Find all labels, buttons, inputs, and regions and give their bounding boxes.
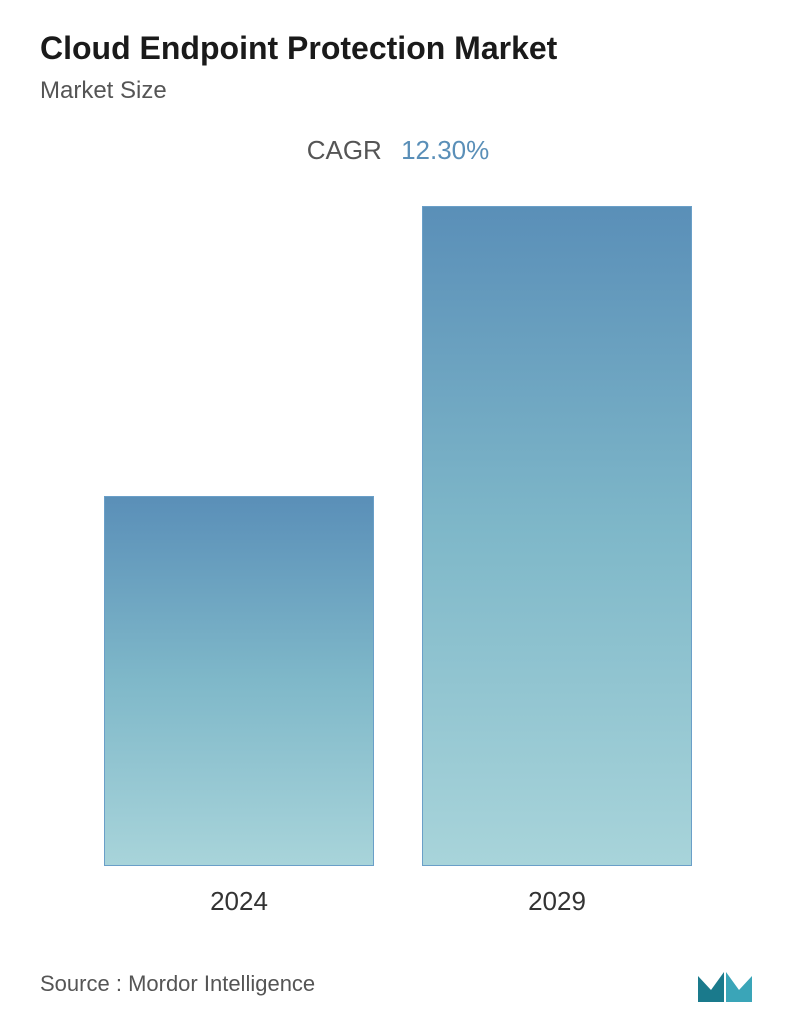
bar-2024: [104, 496, 374, 866]
page-subtitle: Market Size: [40, 77, 756, 105]
cagr-label: CAGR: [307, 135, 382, 165]
bar-group-2029: [422, 206, 692, 866]
page-title: Cloud Endpoint Protection Market: [40, 30, 756, 67]
bar-group-2024: [104, 496, 374, 866]
footer: Source : Mordor Intelligence: [40, 964, 756, 1004]
source-value: Mordor Intelligence: [128, 971, 315, 996]
bar-chart: [40, 206, 756, 866]
x-label-2029: 2029: [422, 886, 692, 917]
x-axis: 2024 2029: [40, 886, 756, 917]
cagr-value: 12.30%: [401, 135, 489, 165]
bar-2029: [422, 206, 692, 866]
source-text: Source : Mordor Intelligence: [40, 971, 315, 997]
x-label-2024: 2024: [104, 886, 374, 917]
source-label: Source :: [40, 971, 122, 996]
mordor-logo-icon: [696, 964, 756, 1004]
cagr-row: CAGR 12.30%: [40, 135, 756, 166]
